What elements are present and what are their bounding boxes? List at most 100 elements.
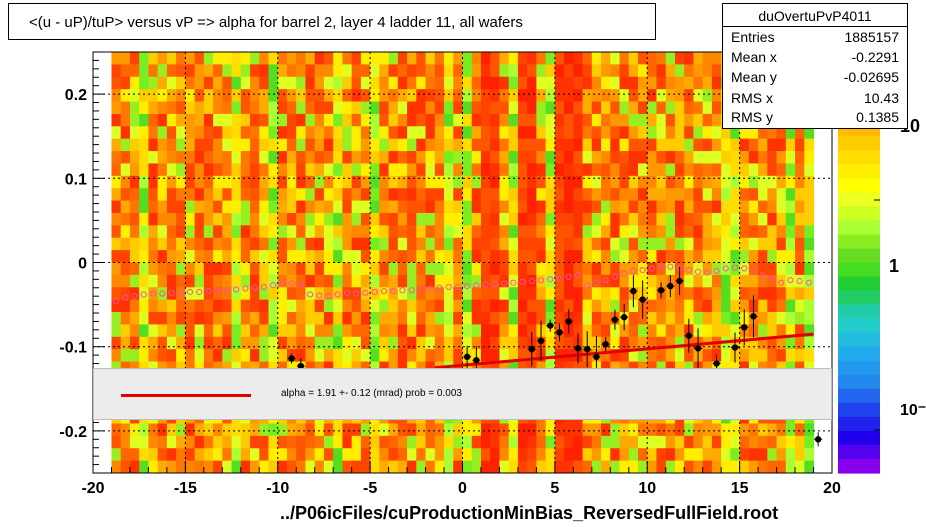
heatmap-cell xyxy=(527,212,537,226)
heatmap-cell xyxy=(610,262,621,276)
heatmap-cell xyxy=(647,113,658,127)
heatmap-cell xyxy=(240,52,251,65)
heatmap-cell xyxy=(296,336,307,350)
heatmap-cell xyxy=(166,299,177,313)
heatmap-cell xyxy=(444,175,454,189)
heatmap-cell xyxy=(601,188,611,202)
heatmap-cell xyxy=(490,460,501,473)
heatmap-cell xyxy=(628,250,639,264)
heatmap-cell xyxy=(222,76,233,90)
heatmap-cell xyxy=(139,349,150,363)
heatmap-cell xyxy=(342,349,353,363)
heatmap-cell xyxy=(166,262,177,276)
profile-point xyxy=(371,288,378,296)
heatmap-cell xyxy=(601,101,611,115)
heatmap-cell xyxy=(601,274,611,288)
heatmap-cell xyxy=(545,312,556,326)
heatmap-cell xyxy=(203,274,214,288)
heatmap-cell xyxy=(323,336,334,350)
heatmap-cell xyxy=(185,262,196,276)
heatmap-cell xyxy=(277,349,288,363)
heatmap-cell xyxy=(333,262,344,276)
heatmap-cell xyxy=(471,312,482,326)
heatmap-cell xyxy=(314,212,325,226)
profile-point xyxy=(805,279,813,286)
heatmap-cell xyxy=(591,262,602,276)
heatmap-cell xyxy=(213,336,223,350)
heatmap-cell xyxy=(453,52,464,65)
heatmap-cell xyxy=(582,324,593,338)
heatmap-cell xyxy=(656,460,667,473)
heatmap-cell xyxy=(480,200,491,214)
heatmap-cell xyxy=(693,212,704,226)
heatmap-cell xyxy=(638,460,648,473)
heatmap-cell xyxy=(139,460,150,473)
heatmap-cell xyxy=(286,324,297,338)
heatmap-cell xyxy=(573,423,584,437)
heatmap-cell xyxy=(185,76,196,90)
stats-box: duOvertuPvP4011 Entries 1885157 Mean x -… xyxy=(722,3,908,129)
heatmap-cell xyxy=(323,299,334,313)
heatmap-cell xyxy=(416,188,427,202)
heatmap-cell xyxy=(333,435,344,449)
heatmap-cell xyxy=(360,212,371,226)
heatmap-cell xyxy=(628,163,639,177)
heatmap-cell xyxy=(453,163,464,177)
heatmap-cell xyxy=(222,448,233,462)
heatmap-cell xyxy=(111,212,122,226)
heatmap-cell xyxy=(508,138,519,152)
heatmap-cell xyxy=(268,324,279,338)
heatmap-cell xyxy=(471,138,482,152)
heatmap-cell xyxy=(397,188,408,202)
palette-band xyxy=(838,178,880,193)
heatmap-cell xyxy=(693,76,704,90)
heatmap-cell xyxy=(323,200,334,214)
heatmap-cell xyxy=(342,163,353,177)
heatmap-cell xyxy=(305,175,316,189)
heatmap-cell xyxy=(536,212,547,226)
palette-band xyxy=(838,458,880,474)
heatmap-cell xyxy=(259,274,270,288)
heatmap-cell xyxy=(157,312,168,326)
heatmap-cell xyxy=(785,274,796,288)
heatmap-cell xyxy=(711,287,722,301)
heatmap-cell xyxy=(129,212,140,226)
heatmap-cell xyxy=(490,188,501,202)
heatmap-cell xyxy=(176,212,186,226)
heatmap-cell xyxy=(434,423,445,437)
heatmap-cell xyxy=(758,312,768,326)
heatmap-cell xyxy=(591,113,602,127)
profile-point xyxy=(547,276,554,283)
heatmap-cell xyxy=(711,237,722,251)
heatmap-cell xyxy=(407,89,417,103)
heatmap-cell xyxy=(305,250,316,264)
heatmap-cell xyxy=(508,262,519,276)
heatmap-cell xyxy=(185,435,196,449)
heatmap-cell xyxy=(296,448,307,462)
y-tick-label: -0.2 xyxy=(59,424,87,441)
heatmap-cell xyxy=(351,163,362,177)
heatmap-cell xyxy=(444,64,454,78)
heatmap-cell xyxy=(693,113,704,127)
heatmap-cell xyxy=(434,237,445,251)
heatmap-cell xyxy=(370,460,380,473)
heatmap-cell xyxy=(259,262,270,276)
heatmap-cell xyxy=(333,200,344,214)
heatmap-cell xyxy=(222,349,233,363)
heatmap-cell xyxy=(250,448,260,462)
heatmap-cell xyxy=(471,101,482,115)
heatmap-cell xyxy=(203,89,214,103)
profile-point xyxy=(482,281,489,288)
heatmap-cell xyxy=(157,324,168,338)
heatmap-cell xyxy=(536,101,547,115)
heatmap-cell xyxy=(250,299,260,313)
heatmap-cell xyxy=(111,89,122,103)
heatmap-cell xyxy=(619,448,630,462)
heatmap-cell xyxy=(250,52,260,65)
heatmap-cell xyxy=(517,200,528,214)
profile-point xyxy=(454,283,461,291)
heatmap-cell xyxy=(665,212,676,226)
heatmap-cell xyxy=(314,287,325,301)
heatmap-cell xyxy=(619,262,630,276)
heatmap-cell xyxy=(388,312,399,326)
